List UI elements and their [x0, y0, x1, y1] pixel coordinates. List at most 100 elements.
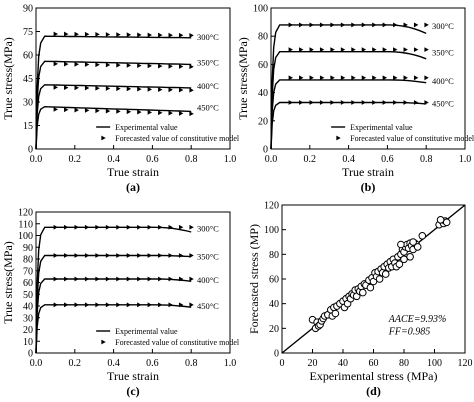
forecast-marker: [351, 47, 356, 52]
forecast-marker: [309, 100, 314, 105]
legend-marker-swatch: [336, 135, 341, 141]
forecast-marker: [116, 86, 121, 92]
forecast-marker: [74, 61, 79, 67]
forecast-marker: [424, 75, 429, 81]
legend-experimental: Experimental value: [350, 123, 413, 132]
x-tick-label: 80: [399, 358, 409, 369]
forecast-marker: [413, 75, 419, 81]
panel-a-temperature-labels: 300°C 350°C 400°C 450°C: [197, 32, 219, 112]
forecast-marker: [189, 87, 194, 93]
forecast-marker: [147, 302, 153, 308]
legend-forecast: Forecasted value of constitutive model: [350, 134, 474, 143]
forecast-marker: [382, 75, 388, 81]
forecast-marker: [351, 75, 356, 81]
forecast-marker: [84, 253, 90, 258]
x-tick-label: 60: [369, 358, 379, 369]
forecast-marker: [413, 100, 419, 105]
forecast-marker: [147, 86, 153, 92]
experimental-curve-400c: [270, 79, 427, 150]
forecast-marker: [413, 47, 419, 52]
scatter-point: [375, 275, 384, 283]
panel-b-y-axis-label: True stress(MPa): [236, 37, 250, 120]
panel-b-axes: [270, 7, 466, 150]
forecast-marker: [53, 31, 58, 37]
x-tick-label: 0.6: [381, 154, 394, 165]
x-tick-label: 0.0: [30, 358, 43, 369]
x-tick-label: 0: [280, 358, 285, 369]
y-tick-label: 100: [18, 231, 33, 242]
forecast-marker: [116, 224, 121, 230]
forecast-marker: [158, 302, 163, 308]
legend-experimental: Experimental value: [115, 123, 178, 132]
forecast-marker: [64, 61, 69, 67]
forecast-marker: [158, 87, 163, 92]
panel-c-label: (c): [126, 384, 139, 398]
x-tick-label: 0.8: [185, 358, 198, 369]
panel-a-x-axis-label: True strain: [107, 165, 159, 179]
forecast-marker: [95, 302, 100, 308]
forecast-marker: [126, 63, 132, 68]
forecast-marker: [126, 253, 132, 258]
panel-a-y-ticks: 0 15 30 45 60 75 90: [23, 4, 40, 156]
forecast-marker: [403, 22, 408, 28]
forecast-marker: [105, 62, 111, 68]
forecast-marker: [361, 47, 367, 52]
forecast-marker: [351, 22, 356, 28]
forecast-marker: [116, 253, 121, 258]
forecast-marker: [178, 224, 184, 230]
forecast-marker: [126, 224, 132, 230]
forecast-marker: [178, 32, 184, 38]
x-tick-label: 0.0: [265, 154, 278, 165]
forecast-marker: [84, 107, 90, 113]
scatter-point: [366, 283, 375, 292]
forecast-marker: [53, 61, 58, 67]
forecast-marker: [116, 109, 121, 114]
forecast-marker: [361, 75, 367, 81]
forecast-marker: [168, 32, 173, 38]
panel-b-y-ticks: 0 20 40 60 80 100: [253, 4, 275, 156]
y-tick-label: 40: [258, 88, 268, 99]
forecast-marker: [178, 111, 184, 116]
scatter-point: [397, 240, 405, 249]
forecast-marker: [137, 302, 142, 308]
y-tick-label: 50: [23, 290, 33, 301]
experimental-curve-300c: [35, 35, 192, 150]
panel-a-y-axis-label: True stress(MPa): [1, 37, 15, 120]
forecast-marker: [299, 47, 304, 52]
forecast-marker: [158, 63, 163, 69]
forecast-marker: [126, 276, 132, 282]
forecast-marker: [340, 47, 346, 52]
y-tick-label: 75: [23, 27, 33, 38]
forecast-marker: [189, 224, 194, 230]
temperature-label: 300°C: [432, 21, 454, 31]
forecast-marker: [319, 75, 325, 81]
forecast-marker: [64, 107, 69, 113]
forecast-marker: [74, 107, 79, 113]
forecast-marker: [168, 302, 173, 308]
panel-b: 0 20 40 60 80 100 0.0 0.2 0.4 0.6 0.8 1.0 300°C 350…: [236, 4, 474, 195]
temperature-label: 400°C: [197, 81, 219, 91]
temperature-label: 350°C: [197, 57, 219, 67]
forecast-marker: [95, 85, 100, 91]
forecast-marker: [84, 31, 90, 37]
forecast-marker: [64, 302, 69, 308]
forecast-marker: [330, 47, 335, 52]
forecast-marker: [158, 110, 163, 116]
y-tick-label: 80: [269, 250, 279, 261]
forecast-marker: [189, 33, 194, 38]
panel-b-markers: [288, 22, 429, 105]
forecast-marker: [361, 100, 367, 105]
scatter-point: [409, 238, 417, 246]
x-tick-label: 0.6: [146, 358, 159, 369]
forecast-marker: [137, 276, 142, 282]
forecast-marker: [84, 224, 90, 230]
x-tick-label: 120: [458, 358, 473, 369]
panel-c-y-axis-label: True stress(MPa): [1, 241, 15, 324]
x-tick-label: 1.0: [224, 358, 237, 369]
panel-c-markers: [53, 224, 194, 308]
panel-b-curves: [270, 24, 427, 150]
panel-b-label: (b): [361, 180, 376, 194]
forecast-marker: [74, 253, 79, 258]
